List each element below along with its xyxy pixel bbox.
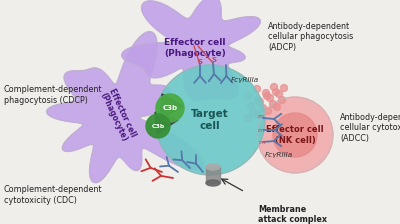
Text: S: S [212,57,216,63]
Circle shape [248,103,254,110]
Polygon shape [47,32,204,183]
Text: Effector cell
(Phagocyte): Effector cell (Phagocyte) [164,38,226,58]
Text: Complement-dependent
cytotoxicity (CDC): Complement-dependent cytotoxicity (CDC) [4,185,102,205]
Circle shape [273,113,317,157]
Polygon shape [155,112,178,134]
Circle shape [254,112,262,118]
Circle shape [250,108,256,116]
Circle shape [155,65,265,175]
Text: Effector cell
(Phagocyte): Effector cell (Phagocyte) [98,87,138,143]
Text: S: S [198,59,202,65]
Circle shape [254,97,262,103]
Polygon shape [122,0,260,101]
Text: Target
cell: Target cell [191,109,229,131]
Text: FcγRIIIa: FcγRIIIa [231,77,259,83]
Ellipse shape [206,180,220,186]
Circle shape [264,108,272,114]
Text: Complement-dependent
phagocytosis (CDCP): Complement-dependent phagocytosis (CDCP) [4,85,102,105]
Text: m: m [257,127,263,133]
Text: C3b: C3b [151,123,165,129]
Ellipse shape [206,164,220,170]
Circle shape [262,90,270,97]
Text: m: m [258,140,264,146]
Circle shape [270,101,276,108]
Bar [206,167,220,183]
Circle shape [256,99,264,106]
Circle shape [280,84,288,91]
Circle shape [264,93,270,99]
Text: C3b: C3b [162,105,178,111]
Circle shape [260,105,266,112]
Text: Antibody-dependent
cellular phagocytosis
(ADCP): Antibody-dependent cellular phagocytosis… [268,22,353,52]
Circle shape [278,97,286,103]
Text: Effector cell
(NK cell): Effector cell (NK cell) [266,125,324,145]
Circle shape [244,114,252,121]
Circle shape [146,114,170,138]
Circle shape [266,95,274,101]
Circle shape [270,84,278,90]
Circle shape [276,90,282,97]
Circle shape [257,97,333,173]
Text: FcγRIIIa: FcγRIIIa [265,152,293,158]
Circle shape [254,86,260,93]
Circle shape [272,88,280,95]
Text: m: m [257,114,263,118]
Circle shape [156,94,184,122]
Circle shape [274,103,280,110]
Circle shape [244,93,252,99]
Text: Membrane
attack complex: Membrane attack complex [258,205,327,224]
Polygon shape [160,94,183,120]
Text: Antibody-dependent
cellular cytotoxicity
(ADCC): Antibody-dependent cellular cytotoxicity… [340,113,400,143]
